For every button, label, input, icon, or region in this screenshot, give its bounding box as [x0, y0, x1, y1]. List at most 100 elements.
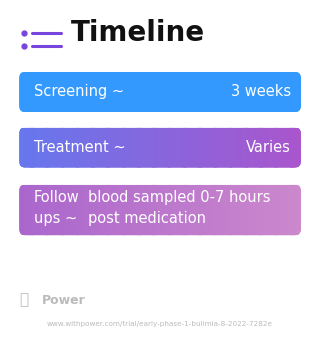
Bar [141, 185, 142, 235]
Bar [260, 185, 261, 235]
Bar [242, 72, 243, 112]
Bar [60, 185, 61, 235]
Bar [206, 128, 207, 168]
Bar [103, 185, 104, 235]
Bar [165, 128, 166, 168]
Bar [262, 128, 263, 168]
Bar [163, 128, 164, 168]
Bar [129, 72, 130, 112]
Bar [83, 185, 84, 235]
Bar [189, 128, 190, 168]
Bar [188, 185, 189, 235]
Bar [259, 128, 260, 168]
Bar [23, 185, 24, 235]
Bar [24, 72, 25, 112]
Bar [204, 185, 205, 235]
Bar [198, 185, 200, 235]
Bar [119, 185, 120, 235]
Bar [28, 128, 30, 168]
Bar [193, 72, 194, 112]
Bar [124, 72, 125, 112]
Bar [166, 185, 167, 235]
Bar [140, 72, 141, 112]
Bar [153, 185, 155, 235]
Bar [108, 185, 109, 235]
Bar [262, 72, 263, 112]
Bar [72, 72, 73, 112]
Bar [181, 128, 183, 168]
Bar [154, 185, 156, 235]
Bar [205, 185, 206, 235]
Bar [84, 185, 85, 235]
Bar [102, 128, 103, 168]
Bar [255, 72, 256, 112]
Bar [242, 185, 243, 235]
Bar [161, 185, 162, 235]
Bar [62, 128, 63, 168]
Bar [173, 128, 174, 168]
Bar [144, 72, 145, 112]
Bar [19, 72, 20, 112]
Bar [224, 128, 225, 168]
Bar [183, 72, 185, 112]
Bar [293, 185, 294, 235]
Bar [157, 72, 158, 112]
Bar [236, 185, 237, 235]
Bar [107, 185, 108, 235]
Bar [237, 128, 238, 168]
Bar [268, 128, 269, 168]
Bar [67, 72, 68, 112]
Bar [148, 72, 149, 112]
Bar [79, 128, 80, 168]
Bar [62, 72, 63, 112]
Bar [267, 185, 268, 235]
Bar [266, 185, 267, 235]
Bar [131, 128, 132, 168]
Bar [209, 72, 210, 112]
Text: Treatment ~: Treatment ~ [34, 140, 125, 155]
Bar [127, 185, 128, 235]
Bar [61, 72, 62, 112]
Bar [127, 72, 128, 112]
Bar [279, 128, 280, 168]
Bar [57, 185, 58, 235]
Bar [287, 185, 288, 235]
Bar [87, 185, 88, 235]
Bar [167, 128, 168, 168]
Bar [49, 72, 50, 112]
Bar [119, 128, 120, 168]
Bar [184, 72, 186, 112]
Bar [93, 128, 94, 168]
Bar [181, 185, 182, 235]
Bar [138, 185, 139, 235]
Bar [287, 72, 288, 112]
Bar [43, 128, 44, 168]
Bar [165, 185, 166, 235]
Bar [275, 185, 276, 235]
Bar [73, 72, 74, 112]
Bar [260, 128, 261, 168]
Bar [113, 185, 114, 235]
Bar [78, 128, 79, 168]
Bar [153, 128, 155, 168]
Bar [91, 128, 92, 168]
Bar [195, 72, 196, 112]
Bar [188, 128, 189, 168]
Bar [19, 185, 20, 235]
Bar [62, 185, 63, 235]
Bar [223, 185, 224, 235]
Bar [161, 128, 162, 168]
Bar [139, 72, 140, 112]
Bar [203, 128, 204, 168]
Bar [276, 185, 277, 235]
Bar [134, 72, 135, 112]
Bar [253, 72, 254, 112]
Bar [275, 72, 276, 112]
Bar [142, 128, 143, 168]
Bar [86, 128, 87, 168]
Bar [286, 128, 287, 168]
Bar [81, 128, 82, 168]
Bar [179, 185, 180, 235]
Bar [297, 185, 298, 235]
Bar [143, 185, 144, 235]
